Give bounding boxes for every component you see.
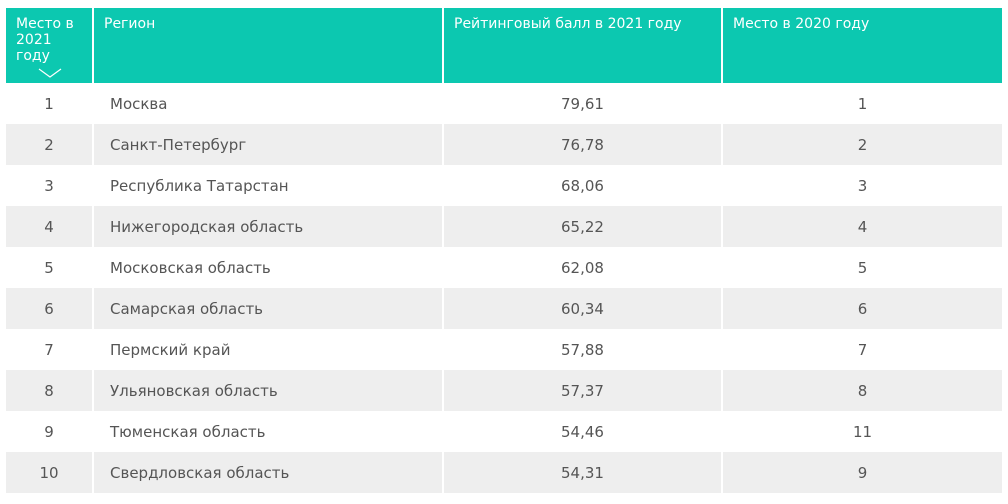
cell-score: 62,08 [444,247,723,288]
cell-rank: 9 [6,411,94,452]
column-header-score-2021[interactable]: Рейтинговый балл в 2021 году [444,8,723,83]
column-header-score-2021-label: Рейтинговый балл в 2021 году [454,16,682,32]
cell-rank: 2 [6,124,94,165]
cell-region: Республика Татарстан [94,165,444,206]
cell-region: Самарская область [94,288,444,329]
column-header-region-label: Регион [104,16,156,32]
column-header-rank-2020[interactable]: Место в 2020 году [723,8,1002,83]
column-header-rank-2020-label: Место в 2020 году [733,16,870,32]
column-header-rank-2021-label: Место в 2021 году [16,16,74,64]
cell-prev-rank: 5 [723,247,1002,288]
cell-prev-rank: 3 [723,165,1002,206]
table-row: 8 Ульяновская область 57,37 8 [6,370,1002,411]
table-row: 5 Московская область 62,08 5 [6,247,1002,288]
cell-rank: 5 [6,247,94,288]
cell-rank: 1 [6,83,94,124]
table-row: 1 Москва 79,61 1 [6,83,1002,124]
table-row: 4 Нижегородская область 65,22 4 [6,206,1002,247]
cell-prev-rank: 8 [723,370,1002,411]
table-row: 7 Пермский край 57,88 7 [6,329,1002,370]
cell-prev-rank: 11 [723,411,1002,452]
column-header-rank-2021[interactable]: Место в 2021 году [6,8,94,83]
cell-region: Москва [94,83,444,124]
cell-rank: 6 [6,288,94,329]
cell-rank: 4 [6,206,94,247]
chevron-down-icon[interactable] [36,66,64,80]
column-header-region[interactable]: Регион [94,8,444,83]
cell-score: 57,88 [444,329,723,370]
table-row: 10 Свердловская область 54,31 9 [6,452,1002,493]
cell-rank: 3 [6,165,94,206]
cell-score: 65,22 [444,206,723,247]
table-body: 1 Москва 79,61 1 2 Санкт-Петербург 76,78… [6,83,1002,493]
cell-prev-rank: 7 [723,329,1002,370]
table-row: 3 Республика Татарстан 68,06 3 [6,165,1002,206]
table-row: 9 Тюменская область 54,46 11 [6,411,1002,452]
cell-rank: 7 [6,329,94,370]
cell-region: Московская область [94,247,444,288]
cell-prev-rank: 2 [723,124,1002,165]
cell-score: 54,31 [444,452,723,493]
cell-prev-rank: 4 [723,206,1002,247]
cell-region: Санкт-Петербург [94,124,444,165]
cell-score: 60,34 [444,288,723,329]
cell-rank: 10 [6,452,94,493]
cell-region: Тюменская область [94,411,444,452]
cell-region: Свердловская область [94,452,444,493]
cell-score: 57,37 [444,370,723,411]
table-row: 6 Самарская область 60,34 6 [6,288,1002,329]
cell-rank: 8 [6,370,94,411]
cell-score: 76,78 [444,124,723,165]
cell-region: Пермский край [94,329,444,370]
cell-prev-rank: 6 [723,288,1002,329]
table-header-row: Место в 2021 году Регион Рейтинговый бал… [6,8,1002,83]
cell-score: 79,61 [444,83,723,124]
cell-region: Ульяновская область [94,370,444,411]
cell-region: Нижегородская область [94,206,444,247]
cell-score: 54,46 [444,411,723,452]
rating-table: Место в 2021 году Регион Рейтинговый бал… [6,8,1002,493]
cell-prev-rank: 1 [723,83,1002,124]
cell-prev-rank: 9 [723,452,1002,493]
cell-score: 68,06 [444,165,723,206]
table-row: 2 Санкт-Петербург 76,78 2 [6,124,1002,165]
